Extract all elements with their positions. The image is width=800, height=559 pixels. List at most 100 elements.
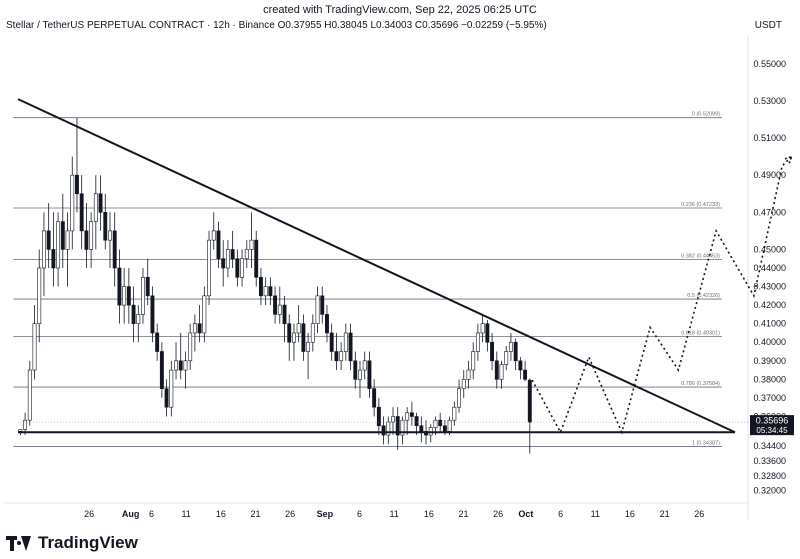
candle-body [145,276,150,297]
candle-body [438,419,443,427]
candle-body [433,419,438,428]
candle-body [527,379,532,423]
price-tick-label: 0.38000 [753,374,786,384]
price-tick-label: 0.42000 [753,300,786,310]
candle-body [353,360,358,380]
candle-body [291,332,296,343]
price-tick-label: 0.51000 [753,133,786,143]
candle-body [490,341,495,362]
candle-body [136,314,141,324]
fib-level-label: 1 (0.34387) [692,440,720,446]
candle-body [391,416,395,423]
candle-body [37,267,42,324]
candle-body [230,249,235,260]
price-tick-label: 0.55000 [753,59,786,69]
time-tick-label: 21 [660,509,670,519]
candle-body [207,239,211,297]
brand-name: TradingView [38,533,138,552]
candle-body [169,369,174,408]
candle-body [504,351,509,365]
price-tick-label: 0.37000 [753,393,786,403]
candle-body [126,286,131,306]
candle-body [518,360,523,371]
candle-body [273,295,278,315]
time-tick-label: 11 [591,509,600,519]
fibonacci-retracement[interactable]: 0 (0.52099) 0.236 (0.47233) 0.382 (0.44453… [13,112,722,447]
candle-body [301,323,306,352]
candle-body [513,341,518,362]
candle-body [523,369,528,380]
last-price-badge [750,415,794,436]
candle-body [386,421,391,436]
candle-body [202,295,207,334]
time-tick-label: 26 [285,509,295,519]
fib-level-label: 0.786 (0.37584) [681,381,720,387]
candle-body [93,193,98,222]
candle-body [376,406,381,427]
time-tick-label: 6 [149,509,154,519]
time-tick-label: 16 [216,509,226,519]
candle-body [192,323,197,334]
price-tick-label: 0.47000 [753,207,786,217]
candle-body [461,379,466,389]
candle-body [494,360,499,380]
time-axis[interactable]: 26 Aug 6 11 16 21 26 Sep 6 11 16 21 26 Oct 6 11 16 21 26 [84,509,704,519]
candle-body [372,388,377,408]
candle-body [339,351,344,362]
watermark-banner: created with TradingView.com, Sep 22, 20… [263,4,537,16]
candle-body [499,364,504,380]
candle-body [452,406,457,421]
candle-body [315,295,320,324]
candle-body [395,416,400,436]
candle-body [329,332,334,352]
tradingview-logo-icon [6,535,32,551]
currency-label: USDT [754,20,782,31]
candle-body [89,221,94,250]
candle-body [358,369,362,380]
price-tick-label: 0.40000 [753,337,786,347]
candle-body [325,314,329,334]
price-tick-label: 0.33600 [753,456,786,466]
price-tick-label: 0.43000 [753,282,786,292]
candle-body [56,221,61,269]
time-tick-label: 16 [424,509,434,519]
time-tick-label: 26 [493,509,503,519]
candle-body [409,412,414,417]
price-tick-label: 0.41000 [753,319,786,329]
symbol-ohlc-header: Stellar / TetherUS PERPETUAL CONTRACT · … [6,20,547,31]
candle-body [155,332,160,352]
trendline-drawings[interactable] [17,98,793,435]
candle-body [51,249,56,269]
time-tick-label: 6 [357,509,362,519]
candle-body [108,230,112,241]
price-tick-label: 0.39000 [753,356,786,366]
last-price-value: 0.35696 [756,416,789,426]
fib-level-label: 0 (0.52099) [692,112,720,118]
time-tick-label: 11 [390,509,399,519]
tradingview-brand[interactable]: TradingView [6,533,138,553]
candle-body [41,230,46,269]
candle-body [362,360,367,371]
candle-body [367,360,372,389]
candle-body [18,429,23,432]
candle-body [475,332,480,352]
candle-body [287,323,292,343]
candle-body [263,286,268,297]
candle-body [268,286,273,297]
candle-body [282,304,287,324]
fib-level-label: 0.382 (0.44453) [681,254,720,260]
price-axis[interactable]: 0.55000 0.53000 0.51000 0.49000 0.47000 0.450… [753,59,786,496]
candle-body [178,360,183,371]
ohlc-values: O0.37955 H0.38045 L0.34003 C0.35696 −0.0… [277,20,547,31]
candle-body [457,388,462,408]
candle-body [216,230,221,260]
candle-body [471,351,476,371]
candle-body [197,323,202,334]
candle-body [103,212,108,241]
candle-body [98,193,103,213]
fib-level-label: 0.236 (0.47233) [681,202,720,208]
candle-body [79,193,84,232]
projected-path [531,156,793,435]
symbol-title: Stellar / TetherUS PERPETUAL CONTRACT · … [6,20,275,31]
